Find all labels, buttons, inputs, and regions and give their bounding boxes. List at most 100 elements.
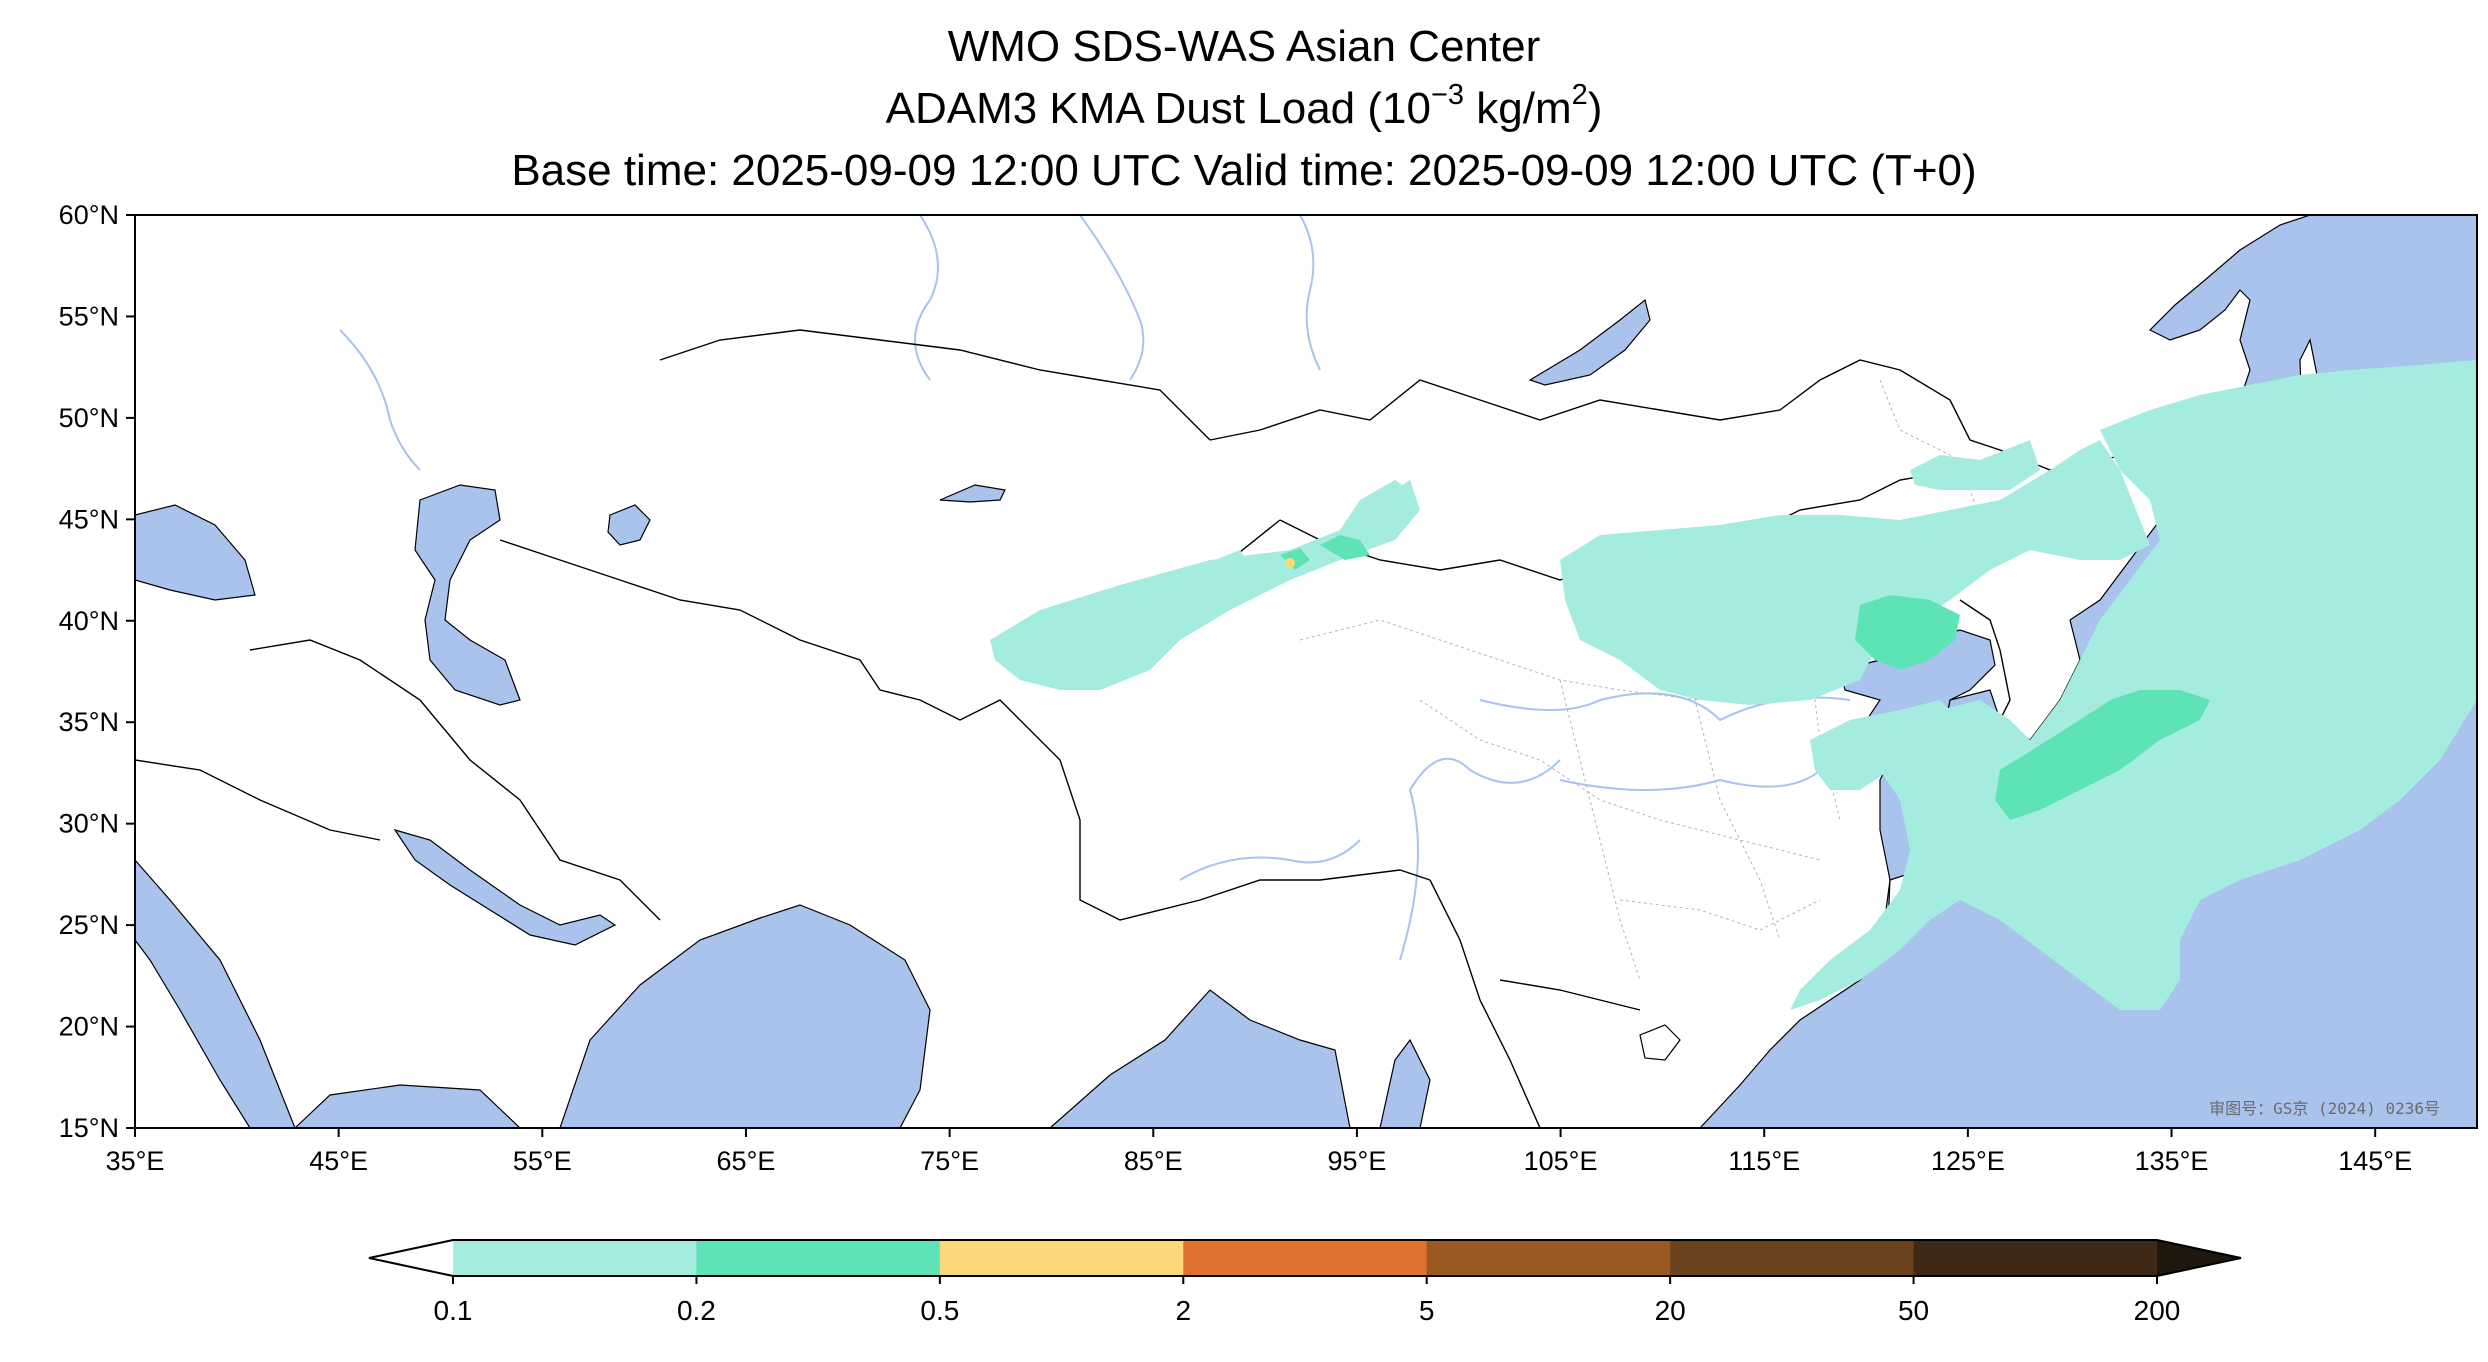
- border-line: [879, 689, 1431, 921]
- lat-tick-label: 35°N: [59, 707, 119, 737]
- red-sea: [135, 859, 296, 1128]
- lon-tick-label: 135°E: [2135, 1146, 2209, 1176]
- colorbar-label: 20: [1655, 1295, 1686, 1326]
- colorbar-under-arrow: [369, 1240, 453, 1276]
- lake-baikal: [1528, 298, 1651, 386]
- persian-gulf: [393, 828, 617, 946]
- dust-area-kazakh: [1215, 550, 1250, 575]
- province-line: [1419, 699, 1821, 861]
- title-line-2-prefix: ADAM3 KMA Dust Load (10: [885, 84, 1431, 133]
- colorbar-segment: [1670, 1240, 1915, 1276]
- dust-contour-0-5: [1285, 558, 1295, 568]
- dust-contour-0-2: [1280, 535, 2210, 820]
- title-line-1: WMO SDS-WAS Asian Center: [947, 22, 1541, 71]
- province-line: [1799, 579, 1841, 821]
- lat-tick-label: 25°N: [59, 910, 119, 940]
- title-unit-square: 2: [1571, 79, 1588, 111]
- colorbar-segment: [939, 1240, 1184, 1276]
- lon-tick-label: 95°E: [1327, 1146, 1386, 1176]
- lat-tick-label: 40°N: [59, 606, 119, 636]
- colorbar-segment: [1426, 1240, 1671, 1276]
- caspian-sea: [414, 484, 521, 706]
- title-close-paren: ): [1587, 84, 1603, 133]
- lon-tick-label: 115°E: [1728, 1146, 1800, 1176]
- colorbar-over-arrow: [2157, 1240, 2241, 1276]
- lat-tick-label: 60°N: [59, 200, 119, 230]
- map-content: 审图号：GS京 (2024) 0236号: [135, 215, 2477, 1128]
- border-line: [1429, 879, 1541, 1128]
- dust-contour-0-1: [990, 360, 2477, 1010]
- title-exponent: −3: [1430, 79, 1465, 111]
- border-line: [249, 639, 661, 921]
- lon-tick-label: 65°E: [717, 1146, 776, 1176]
- colorbar-segment: [1913, 1240, 2158, 1276]
- lon-tick-label: 45°E: [309, 1146, 368, 1176]
- black-sea: [135, 504, 256, 601]
- river: [1559, 759, 1831, 791]
- colorbar-label: 0.2: [677, 1295, 716, 1326]
- colorbar-label: 200: [2134, 1295, 2181, 1326]
- lon-tick-label: 105°E: [1524, 1146, 1598, 1176]
- border-line: [1499, 979, 1641, 1011]
- title-line-2: ADAM3 KMA Dust Load (10−3 kg/m2): [0, 81, 2488, 134]
- lon-tick-label: 75°E: [920, 1146, 979, 1176]
- dust-area-core-bohai: [1855, 595, 1960, 670]
- approval-number: 审图号：GS京 (2024) 0236号: [2209, 1099, 2440, 1118]
- lon-tick-label: 85°E: [1124, 1146, 1183, 1176]
- lat-tick-label: 55°N: [59, 301, 119, 331]
- dust-area-pacific: [1790, 360, 2477, 1010]
- border-line: [499, 539, 881, 691]
- colorbar-segment: [453, 1240, 697, 1276]
- border-line: [135, 759, 381, 841]
- dust-area-mongolia-ne: [1560, 440, 2150, 705]
- river: [1079, 215, 1145, 381]
- latitude-axis: 60°N 55°N 50°N 45°N 40°N 35°N 30°N 25°N 20°N 15°N: [59, 200, 135, 1143]
- lat-tick-label: 20°N: [59, 1012, 119, 1042]
- river: [1399, 757, 1561, 961]
- longitude-axis: 35°E 45°E 55°E 65°E 75°E 85°E 95°E 105°E 115°E 12…: [106, 1128, 2412, 1176]
- dust-area-dzungaria: [1340, 480, 1410, 545]
- dust-area-core-nw: [1280, 548, 1310, 570]
- colorbar-label: 2: [1175, 1295, 1191, 1326]
- lat-tick-label: 30°N: [59, 809, 119, 839]
- dust-area-taklimakan: [990, 480, 1420, 690]
- lat-tick-label: 50°N: [59, 403, 119, 433]
- colorbar-label: 0.1: [434, 1295, 473, 1326]
- title-unit: kg/m: [1464, 84, 1572, 133]
- dust-peak: [1285, 558, 1295, 568]
- dust-area-core-japan: [1995, 690, 2210, 820]
- gulf-of-aden: [294, 1084, 521, 1128]
- colorbar: 0.1 0.2 0.5 2 5 20 50 200: [368, 1239, 2242, 1326]
- colorbar-label: 0.5: [920, 1295, 959, 1326]
- province-line: [1559, 679, 1641, 981]
- map-frame: [134, 214, 2478, 1129]
- lon-tick-label: 35°E: [106, 1146, 165, 1176]
- river: [339, 329, 421, 471]
- lat-tick-label: 15°N: [59, 1113, 119, 1143]
- lat-tick-label: 45°N: [59, 504, 119, 534]
- aral-sea: [607, 504, 651, 546]
- dust-area-core-gobi: [1320, 535, 1370, 560]
- river: [914, 215, 939, 381]
- colorbar-segment: [1183, 1240, 1428, 1276]
- colorbar-label: 50: [1898, 1295, 1929, 1326]
- colorbar-segment: [696, 1240, 941, 1276]
- hainan: [1639, 1024, 1681, 1061]
- border-line: [659, 329, 1211, 441]
- border-line: [1209, 359, 2151, 471]
- title-line-3: Base time: 2025-09-09 12:00 UTC Valid ti…: [511, 146, 1977, 195]
- bay-of-bengal: [1049, 989, 1351, 1128]
- dust-area-ne-china: [1910, 440, 2040, 490]
- lake-balkhash: [939, 484, 1006, 503]
- lon-tick-label: 55°E: [513, 1146, 572, 1176]
- river: [1179, 839, 1361, 881]
- rivers: [339, 215, 1851, 961]
- lon-tick-label: 145°E: [2338, 1146, 2412, 1176]
- andaman-sea: [1379, 1038, 1431, 1128]
- lon-tick-label: 125°E: [1931, 1146, 2005, 1176]
- border-line: [1959, 599, 2011, 731]
- river: [1299, 215, 1321, 371]
- arabian-sea: [559, 904, 931, 1128]
- colorbar-label: 5: [1419, 1295, 1435, 1326]
